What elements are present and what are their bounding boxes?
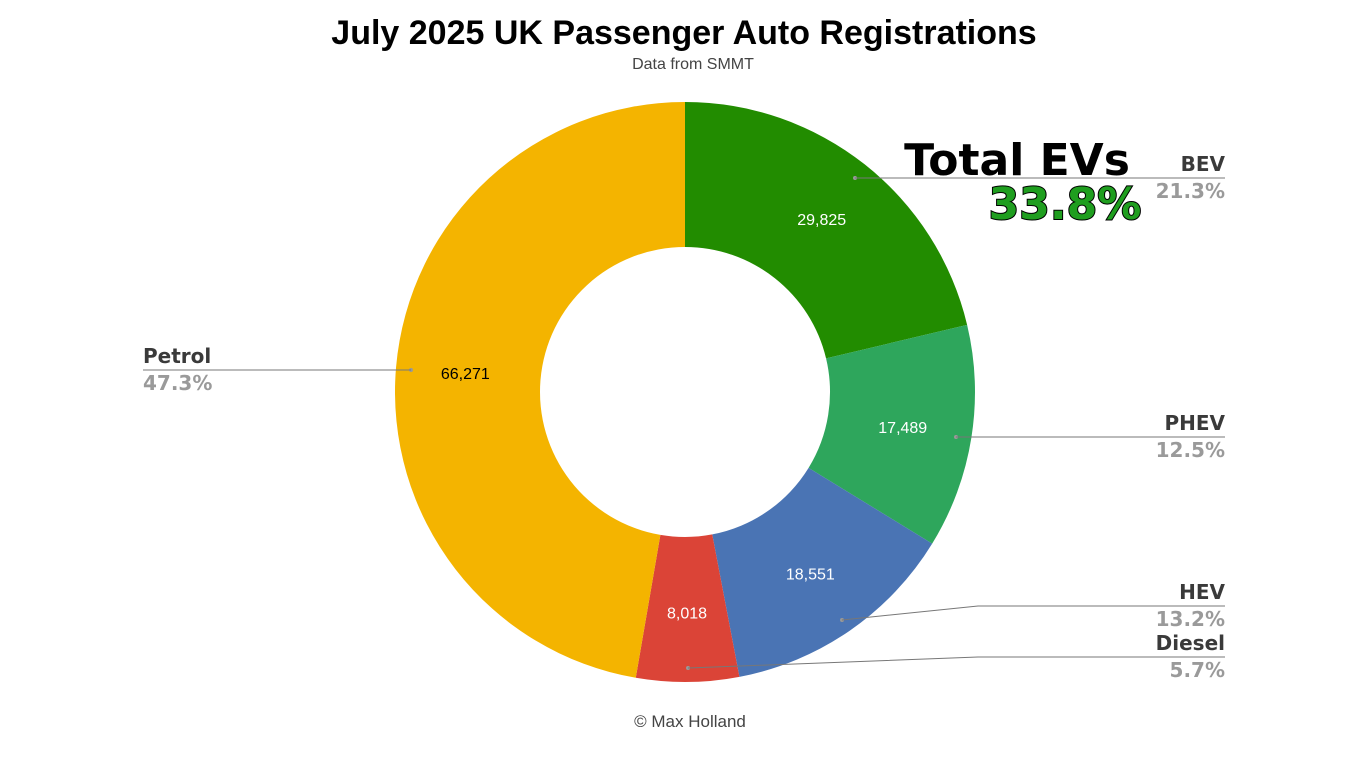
category-label-petrol: Petrol (143, 344, 211, 368)
value-label-petrol: 66,271 (441, 366, 490, 383)
slice-petrol (394, 102, 685, 678)
slice-bev (685, 102, 968, 359)
percent-label-diesel: 5.7% (1170, 658, 1225, 682)
percent-label-hev: 13.2% (1156, 607, 1225, 631)
category-label-hev: HEV (1179, 580, 1225, 604)
total-evs-value: 33.8% (989, 179, 1142, 230)
percent-label-bev: 21.3% (1156, 179, 1225, 203)
leader-lines (143, 176, 1225, 670)
donut-slices (394, 102, 975, 682)
category-label-phev: PHEV (1164, 411, 1225, 435)
category-label-bev: BEV (1181, 152, 1226, 176)
value-label-bev: 29,825 (797, 212, 846, 229)
copyright-credit: © Max Holland (634, 712, 746, 731)
chart-subtitle: Data from SMMT (632, 56, 754, 73)
value-label-diesel: 8,018 (667, 605, 707, 622)
chart-title: July 2025 UK Passenger Auto Registration… (331, 14, 1036, 52)
value-label-phev: 17,489 (878, 420, 927, 437)
leader-line-diesel (687, 656, 1225, 669)
percent-label-petrol: 47.3% (143, 371, 212, 395)
slice-diesel (635, 534, 740, 682)
leader-line-hev (841, 605, 1225, 621)
category-label-diesel: Diesel (1156, 631, 1225, 655)
percent-label-phev: 12.5% (1156, 438, 1225, 462)
slice-hev (712, 467, 933, 677)
slice-phev (808, 324, 975, 544)
value-label-hev: 18,551 (786, 566, 835, 583)
total-evs-title: Total EVs (904, 135, 1130, 186)
slice-labels: 29,825 BEV 21.3% 17,489 PHEV 12.5% 18,551 HEV 13… (143, 152, 1226, 682)
